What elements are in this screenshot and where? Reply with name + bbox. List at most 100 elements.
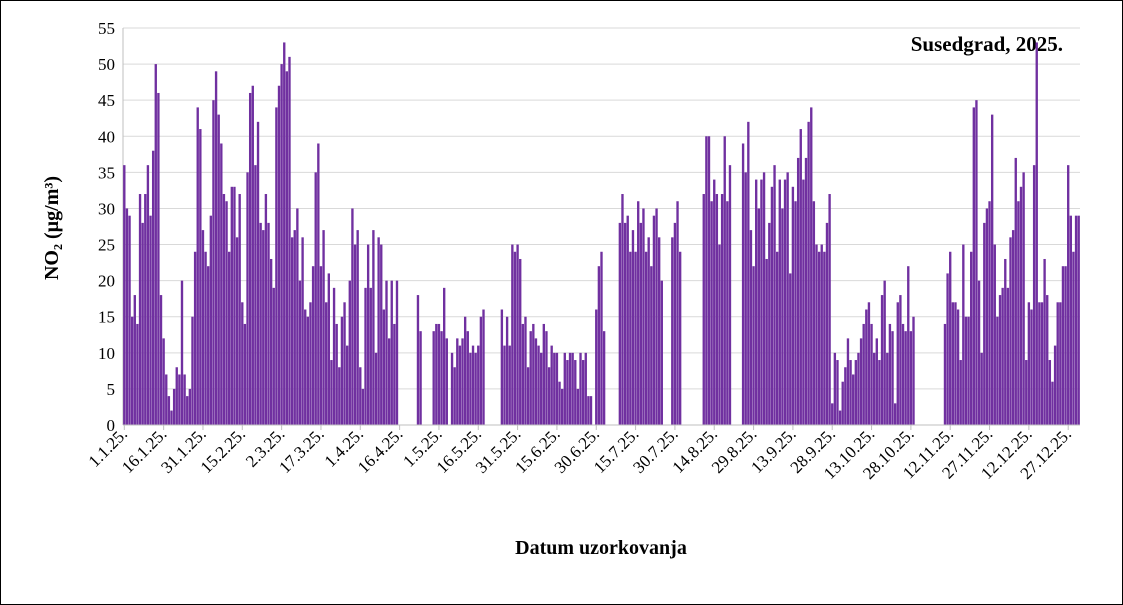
y-tick-label: 30 xyxy=(98,199,115,218)
bar xyxy=(534,338,538,425)
bar xyxy=(723,136,726,426)
bar xyxy=(823,251,826,425)
y-tick-label: 45 xyxy=(98,91,115,110)
bar xyxy=(138,194,142,425)
bar xyxy=(550,345,553,425)
bar xyxy=(909,331,913,425)
bar xyxy=(217,114,220,426)
bar xyxy=(516,244,519,425)
bar xyxy=(235,237,239,425)
bar xyxy=(650,266,653,425)
bar xyxy=(644,251,648,425)
bar xyxy=(332,287,336,425)
bar xyxy=(325,302,328,425)
bar xyxy=(907,266,910,425)
bar xyxy=(165,374,168,425)
bar xyxy=(1035,42,1038,425)
bar xyxy=(178,374,181,425)
y-axis-label: NO₂ (µg/m³) xyxy=(41,176,63,280)
bar xyxy=(888,323,892,425)
bar xyxy=(301,237,304,425)
bar xyxy=(815,244,818,425)
bar xyxy=(899,295,902,425)
bar xyxy=(775,251,779,425)
bar xyxy=(658,237,661,425)
bar xyxy=(246,172,249,425)
bar xyxy=(749,230,753,425)
bar xyxy=(831,403,834,425)
bar xyxy=(1030,309,1033,425)
bar xyxy=(781,208,784,425)
bar xyxy=(770,186,774,425)
bar xyxy=(857,352,860,425)
bar xyxy=(799,129,802,425)
bar xyxy=(626,215,629,425)
bar xyxy=(186,396,189,425)
bar xyxy=(597,266,601,425)
bar xyxy=(123,165,126,426)
bar xyxy=(130,316,134,425)
bar xyxy=(296,208,299,425)
bar xyxy=(655,208,658,425)
bar xyxy=(726,201,729,425)
bar xyxy=(747,121,750,425)
bar xyxy=(600,251,603,425)
bar xyxy=(946,273,949,425)
bar xyxy=(862,323,865,425)
bar xyxy=(500,309,504,425)
bar xyxy=(568,352,572,425)
bar xyxy=(136,323,139,425)
bar xyxy=(330,360,333,425)
bar xyxy=(157,92,160,426)
bar xyxy=(789,273,792,425)
bar xyxy=(369,287,372,425)
bar xyxy=(207,266,210,425)
bar xyxy=(660,280,663,425)
bar xyxy=(380,244,383,425)
y-tick-label: 20 xyxy=(98,272,115,291)
bar xyxy=(1014,157,1017,425)
bar xyxy=(566,360,569,425)
bar xyxy=(841,381,844,425)
bar xyxy=(275,107,278,426)
bar xyxy=(225,201,228,425)
bar xyxy=(393,323,396,425)
bar xyxy=(728,165,732,426)
bar xyxy=(532,323,535,425)
bar xyxy=(838,410,842,425)
bar xyxy=(545,331,548,425)
bar xyxy=(366,244,370,425)
bar xyxy=(870,323,873,425)
bar xyxy=(193,251,197,425)
bar xyxy=(768,222,771,425)
bar xyxy=(340,316,344,425)
bar xyxy=(555,352,559,425)
bar xyxy=(251,85,254,425)
bar xyxy=(222,194,226,425)
bar xyxy=(943,323,947,425)
bar xyxy=(149,215,152,425)
y-tick-label: 55 xyxy=(98,19,115,38)
bar xyxy=(345,345,349,425)
bar xyxy=(167,396,171,425)
bar xyxy=(508,345,511,425)
bar xyxy=(1004,258,1007,425)
bar xyxy=(757,208,760,425)
bar xyxy=(453,367,456,425)
bar xyxy=(547,367,551,425)
bar xyxy=(233,186,236,425)
x-axis-label: Datum uzorkovanja xyxy=(515,537,687,559)
y-tick-label: 15 xyxy=(98,308,115,327)
bar xyxy=(416,295,420,425)
bar xyxy=(1056,302,1059,425)
bar xyxy=(1064,266,1067,425)
bar xyxy=(191,316,194,425)
bar xyxy=(1009,237,1012,425)
bar xyxy=(972,107,975,426)
bar xyxy=(395,280,399,425)
bar xyxy=(1077,215,1080,425)
bar xyxy=(1048,360,1052,425)
bar xyxy=(983,222,986,425)
